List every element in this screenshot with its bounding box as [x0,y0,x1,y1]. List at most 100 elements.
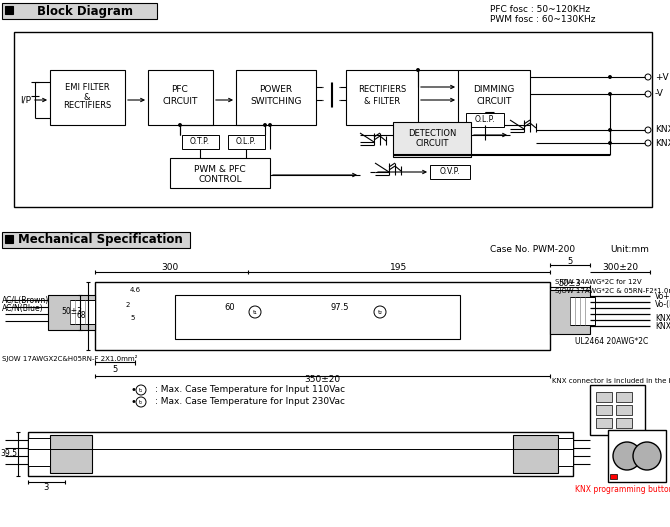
Bar [596,405,612,415]
Text: t₂: t₂ [139,399,143,405]
Bar [590,385,645,435]
Text: DIMMING: DIMMING [473,85,515,94]
Bar [50,70,125,125]
Bar [610,474,617,479]
Text: Vo+(Red): Vo+(Red) [655,291,670,300]
Circle shape [609,93,611,95]
Text: CONTROL: CONTROL [198,175,242,184]
Bar [28,438,50,466]
Bar [616,392,632,402]
Text: PWM fosc : 60~130KHz: PWM fosc : 60~130KHz [490,15,596,24]
Text: O.L.P.: O.L.P. [236,138,256,147]
Bar [236,70,316,125]
Text: 5: 5 [113,366,118,375]
Text: SJOW 17AWG*2C & 05RN-F2*1.0mm², for 24V/36V/48V: SJOW 17AWG*2C & 05RN-F2*1.0mm², for 24V/… [555,287,670,294]
Bar [170,158,270,188]
Text: KNX+(Red): KNX+(Red) [655,321,670,330]
Bar [5,235,13,243]
Text: Mechanical Specification: Mechanical Specification [17,233,182,247]
Text: : Max. Case Temperature for Input 110Vac: : Max. Case Temperature for Input 110Vac [155,385,345,395]
Bar [596,418,612,428]
Bar [50,435,92,473]
Text: 3: 3 [44,483,49,492]
Bar [346,70,418,125]
Text: SJOW 14AWG*2C for 12V: SJOW 14AWG*2C for 12V [555,279,642,285]
Text: : Max. Case Temperature for Input 230Vac: : Max. Case Temperature for Input 230Vac [155,397,345,406]
Text: 300±20: 300±20 [602,264,638,272]
Text: 50±3: 50±3 [62,307,82,317]
Text: O.L.P.: O.L.P. [475,115,495,124]
Text: 300: 300 [161,264,179,272]
Text: t₁: t₁ [253,309,257,315]
Circle shape [417,69,419,71]
Text: +V: +V [655,73,669,82]
Bar [70,300,95,324]
Bar [430,165,470,179]
Text: CIRCUIT: CIRCUIT [476,96,512,105]
Text: PFC fosc : 50~120KHz: PFC fosc : 50~120KHz [490,5,590,15]
Bar [558,438,573,466]
Text: O.T.P.: O.T.P. [190,138,210,147]
Bar [616,405,632,415]
Text: KNX-(Black): KNX-(Black) [655,314,670,323]
Text: 2: 2 [126,302,130,308]
Text: EMI FILTER: EMI FILTER [65,83,109,93]
Circle shape [633,442,661,470]
Text: •: • [130,385,136,395]
Circle shape [179,124,182,126]
Bar [182,135,219,149]
Text: 60: 60 [224,304,235,313]
Text: -V: -V [655,90,664,99]
Circle shape [609,142,611,144]
Bar [228,135,265,149]
Text: KNX-: KNX- [655,139,670,148]
Text: I/P: I/P [20,95,31,104]
Text: &: & [84,93,90,102]
Text: & FILTER: & FILTER [364,96,400,105]
Text: AC/L(Brown): AC/L(Brown) [2,296,50,305]
Text: 350±20: 350±20 [304,376,340,385]
Bar [148,70,213,125]
Bar [616,418,632,428]
Text: 50±3: 50±3 [559,278,582,288]
Bar [458,70,530,125]
Bar [14,32,652,207]
Circle shape [609,129,611,131]
Text: AC/N(Blue): AC/N(Blue) [2,304,44,313]
Bar [2,3,157,19]
Bar [175,295,460,339]
Circle shape [269,124,271,126]
Text: 97.5: 97.5 [331,304,349,313]
Bar [550,290,590,334]
Text: 4.6: 4.6 [129,287,141,293]
Text: SWITCHING: SWITCHING [251,96,302,105]
Text: PFC: PFC [172,85,188,94]
Text: PWM & PFC: PWM & PFC [194,164,246,173]
Bar [466,113,504,127]
Bar [48,295,95,330]
Text: •: • [130,397,136,407]
Text: O.V.P.: O.V.P. [440,168,460,177]
Bar [5,6,13,14]
Text: CIRCUIT: CIRCUIT [415,139,449,148]
Bar [95,282,550,350]
Text: Vo-(Black): Vo-(Black) [655,299,670,308]
Text: SJOW 17AWGX2C&H05RN-F 2X1.0mm²: SJOW 17AWGX2C&H05RN-F 2X1.0mm² [2,355,137,362]
Text: Case No. PWM-200: Case No. PWM-200 [490,246,575,255]
Circle shape [613,442,641,470]
Text: Block Diagram: Block Diagram [37,5,133,17]
Text: t₁: t₁ [139,387,143,393]
Text: RECTIFIERS: RECTIFIERS [63,102,111,111]
Text: POWER: POWER [259,85,293,94]
Bar [28,432,573,476]
Bar [608,430,666,482]
Text: DETECTION: DETECTION [408,129,456,138]
Bar [513,435,558,473]
Text: UL2464 20AWG*2C: UL2464 20AWG*2C [575,337,649,346]
Circle shape [264,124,266,126]
Text: KNX programming button & LED: KNX programming button & LED [575,485,670,494]
Text: 5: 5 [567,257,573,266]
Bar [393,122,471,157]
Bar [596,392,612,402]
Circle shape [609,76,611,78]
